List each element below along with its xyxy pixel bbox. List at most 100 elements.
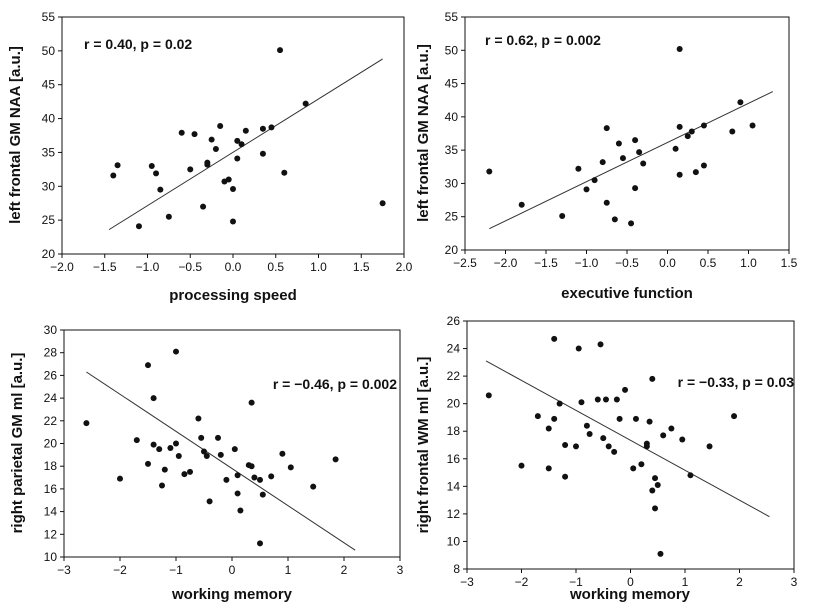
data-point bbox=[187, 166, 194, 173]
data-point bbox=[573, 443, 579, 450]
data-point bbox=[191, 131, 198, 138]
data-point bbox=[145, 460, 151, 467]
data-point bbox=[545, 425, 552, 432]
y-tick-label: 16 bbox=[44, 482, 58, 496]
data-point bbox=[657, 550, 664, 557]
data-point bbox=[150, 395, 157, 402]
y-tick-label: 40 bbox=[445, 110, 459, 124]
data-point bbox=[688, 128, 695, 135]
stat-annotation: r = −0.33, p = 0.03 bbox=[678, 374, 795, 390]
y-axis-title: left frontal GM NAA [a.u.] bbox=[415, 44, 432, 222]
x-tick-label: 1.0 bbox=[310, 260, 327, 274]
data-point bbox=[181, 471, 188, 478]
y-tick-label: 20 bbox=[445, 243, 459, 257]
data-point bbox=[654, 481, 661, 488]
data-point bbox=[559, 213, 566, 220]
data-point bbox=[173, 348, 179, 355]
data-point bbox=[257, 540, 263, 547]
data-point bbox=[575, 345, 582, 352]
y-tick-label: 28 bbox=[44, 346, 58, 360]
y-tick-label: 50 bbox=[445, 43, 459, 57]
data-point bbox=[749, 122, 756, 129]
data-point bbox=[700, 162, 707, 169]
x-tick-label: −2.5 bbox=[453, 256, 477, 270]
data-point bbox=[649, 375, 656, 382]
data-point bbox=[237, 507, 244, 514]
regression-line bbox=[86, 371, 356, 551]
data-point bbox=[310, 483, 317, 490]
data-point bbox=[591, 177, 598, 184]
y-tick-label: 14 bbox=[447, 479, 461, 493]
stat-annotation: r = −0.46, p = 0.002 bbox=[273, 376, 397, 392]
data-point bbox=[545, 465, 552, 472]
x-tick-label: 1 bbox=[682, 575, 689, 589]
data-point bbox=[602, 396, 609, 403]
y-tick-label: 12 bbox=[44, 527, 58, 541]
y-axis-title: right parietal GM ml [a.u.] bbox=[9, 353, 26, 534]
data-point bbox=[225, 176, 232, 183]
data-point bbox=[649, 487, 656, 494]
data-point bbox=[203, 452, 210, 459]
x-tick-label: −1 bbox=[569, 575, 583, 589]
x-tick-label: 0.5 bbox=[267, 260, 284, 274]
data-point bbox=[208, 136, 215, 143]
data-point bbox=[676, 123, 683, 130]
data-point bbox=[687, 472, 694, 479]
data-point bbox=[586, 430, 593, 437]
y-axis-title: left frontal GM NAA [a.u.] bbox=[7, 46, 24, 224]
plot-frame bbox=[466, 320, 795, 570]
data-point bbox=[302, 100, 309, 107]
data-point bbox=[259, 150, 266, 157]
data-point bbox=[279, 450, 286, 457]
data-point bbox=[706, 443, 713, 450]
data-point bbox=[652, 475, 659, 482]
data-point bbox=[603, 125, 610, 132]
y-tick-label: 8 bbox=[453, 562, 460, 576]
data-point bbox=[332, 456, 339, 463]
data-point bbox=[238, 141, 245, 148]
y-tick-label: 45 bbox=[445, 77, 459, 91]
data-point bbox=[594, 396, 601, 403]
x-tick-label: −1.5 bbox=[534, 256, 558, 270]
y-tick-label: 30 bbox=[44, 323, 58, 337]
scatter-panel-executive-function: −2.5 −2.0 −1.5 −1.0 −0.5 0.0 0.5 1.0 1.5 20 25 30 35… bbox=[415, 10, 798, 302]
data-point bbox=[684, 133, 691, 140]
scatter-panel-processing-speed: −2.0 −1.5 −1.0 −0.5 0.0 0.5 1.0 1.5 2.0 20 25 30 35 4… bbox=[7, 10, 413, 304]
data-point bbox=[198, 434, 205, 441]
data-point bbox=[110, 172, 117, 179]
data-point bbox=[230, 185, 236, 192]
y-tick-label: 35 bbox=[42, 145, 56, 159]
data-point bbox=[518, 462, 525, 469]
x-tick-label: 2.0 bbox=[396, 260, 413, 274]
data-point bbox=[379, 200, 386, 207]
data-point bbox=[153, 170, 160, 177]
data-point bbox=[603, 199, 610, 206]
data-point bbox=[613, 396, 620, 403]
data-point bbox=[611, 448, 618, 455]
data-point bbox=[676, 171, 683, 178]
data-point bbox=[259, 125, 266, 132]
data-point bbox=[150, 441, 157, 448]
data-point bbox=[583, 422, 590, 429]
y-tick-label: 20 bbox=[42, 247, 56, 261]
y-tick-label: 24 bbox=[447, 342, 461, 356]
data-point bbox=[248, 463, 255, 470]
regression-line bbox=[485, 360, 770, 518]
data-point bbox=[562, 473, 569, 480]
data-point bbox=[259, 491, 266, 498]
data-point bbox=[640, 160, 647, 167]
data-point bbox=[215, 434, 221, 441]
y-tick-label: 20 bbox=[447, 397, 461, 411]
y-tick-label: 55 bbox=[445, 10, 459, 24]
x-tick-label: −0.5 bbox=[615, 256, 639, 270]
y-tick-label: 10 bbox=[447, 534, 461, 548]
data-point bbox=[157, 186, 164, 193]
data-point bbox=[616, 415, 623, 422]
x-tick-label: 0 bbox=[229, 563, 236, 577]
data-point bbox=[729, 128, 736, 135]
data-point bbox=[599, 159, 606, 166]
regression-line bbox=[489, 91, 774, 230]
data-point bbox=[287, 464, 294, 471]
data-point bbox=[485, 392, 492, 399]
